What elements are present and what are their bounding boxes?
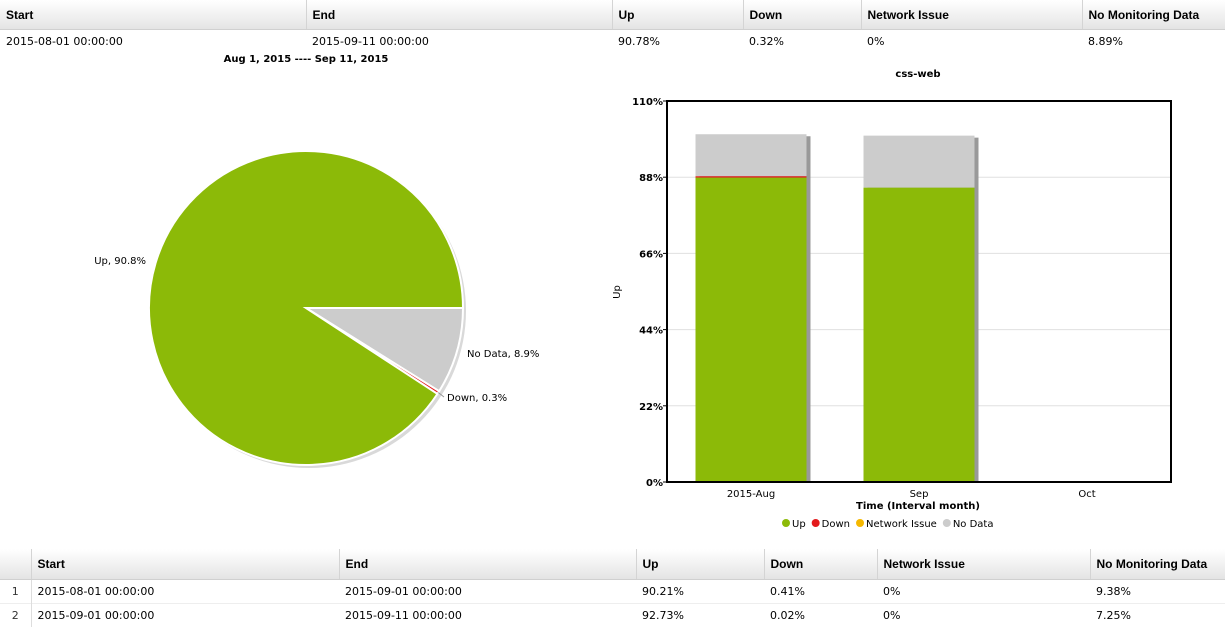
end-cell: 2015-09-11 00:00:00 [339,604,636,627]
up-cell: 90.21% [636,580,764,604]
bar-chart: css-web 0% 22% 44% 66% 88% 110% 2015-Aug Sep Oct… [600,60,1225,540]
table-row[interactable]: 1 2015-08-01 00:00:00 2015-09-01 00:00:0… [0,580,1225,604]
column-header-start[interactable]: Start [31,549,339,580]
bar-up-sep[interactable] [864,188,975,482]
pie-chart-title: Aug 1, 2015 ---- Sep 11, 2015 [224,54,389,65]
column-header-no-monitoring-data[interactable]: No Monitoring Data [1090,549,1225,580]
legend-marker-up [782,519,790,527]
legend-label-down: Down [822,519,850,530]
pie-label-down: Down, 0.3% [447,393,507,404]
table-row[interactable]: 2 2015-09-01 00:00:00 2015-09-11 00:00:0… [0,604,1225,627]
summary-down-cell: 0.32% [743,30,861,53]
y-axis-label: Up [612,285,623,299]
column-header-network-issue[interactable]: Network Issue [877,549,1090,580]
legend-label-network-issue: Network Issue [866,519,937,530]
x-tick-label: 2015-Aug [727,489,775,500]
y-tick-label: 88% [639,173,663,184]
row-number-cell: 1 [0,580,31,604]
summary-network-issue-cell: 0% [861,30,1082,53]
no-data-cell: 9.38% [1090,580,1225,604]
row-number-cell: 2 [0,604,31,627]
column-header-network-issue[interactable]: Network Issue [861,0,1082,30]
bar-chart-bars [696,134,979,482]
chart-legend: Up Down Network Issue No Data [782,519,993,530]
down-cell: 0.41% [764,580,877,604]
up-cell: 92.73% [636,604,764,627]
network-issue-cell: 0% [877,604,1090,627]
y-tick-label: 22% [639,402,663,413]
column-header-down[interactable]: Down [764,549,877,580]
column-header-start[interactable]: Start [0,0,306,30]
column-header-row-number [0,549,31,580]
column-header-end[interactable]: End [339,549,636,580]
end-cell: 2015-09-01 00:00:00 [339,580,636,604]
pie-chart: Aug 1, 2015 ---- Sep 11, 2015 Up, 90.8% N… [0,48,612,488]
legend-label-no-data: No Data [953,519,994,530]
interval-header-row: Start End Up Down Network Issue No Monit… [0,549,1225,580]
pie-slice-up[interactable] [149,151,463,465]
column-header-down[interactable]: Down [743,0,861,30]
legend-label-up: Up [792,519,806,530]
bar-down-2015-aug[interactable] [696,176,807,177]
y-tick-label: 66% [639,249,663,260]
start-cell: 2015-08-01 00:00:00 [31,580,339,604]
bar-up-2015-aug[interactable] [696,178,807,482]
bar-chart-title: css-web [895,69,940,80]
summary-table: Start End Up Down Network Issue No Monit… [0,0,1225,52]
column-header-no-monitoring-data[interactable]: No Monitoring Data [1082,0,1225,30]
x-tick-label: Oct [1078,489,1095,500]
y-tick-label: 0% [646,478,663,489]
legend-marker-network-issue [856,519,864,527]
bar-no-data-sep[interactable] [864,136,975,188]
start-cell: 2015-09-01 00:00:00 [31,604,339,627]
column-header-up[interactable]: Up [636,549,764,580]
column-header-end[interactable]: End [306,0,612,30]
interval-table: Start End Up Down Network Issue No Monit… [0,549,1225,627]
network-issue-cell: 0% [877,580,1090,604]
summary-up-cell: 90.78% [612,30,743,53]
down-cell: 0.02% [764,604,877,627]
column-header-up[interactable]: Up [612,0,743,30]
legend-marker-no-data [943,519,951,527]
legend-marker-down [812,519,820,527]
y-tick-label: 44% [639,326,663,337]
summary-header-row: Start End Up Down Network Issue No Monit… [0,0,1225,30]
y-tick-label: 110% [632,97,663,108]
pie-label-no-data: No Data, 8.9% [467,349,539,360]
pie-label-up: Up, 90.8% [94,256,146,267]
no-data-cell: 7.25% [1090,604,1225,627]
bar-no-data-2015-aug[interactable] [696,134,807,176]
pie-slices [149,151,466,468]
summary-no-data-cell: 8.89% [1082,30,1225,53]
x-tick-label: Sep [910,489,929,500]
x-axis-label: Time (Interval month) [856,501,980,512]
